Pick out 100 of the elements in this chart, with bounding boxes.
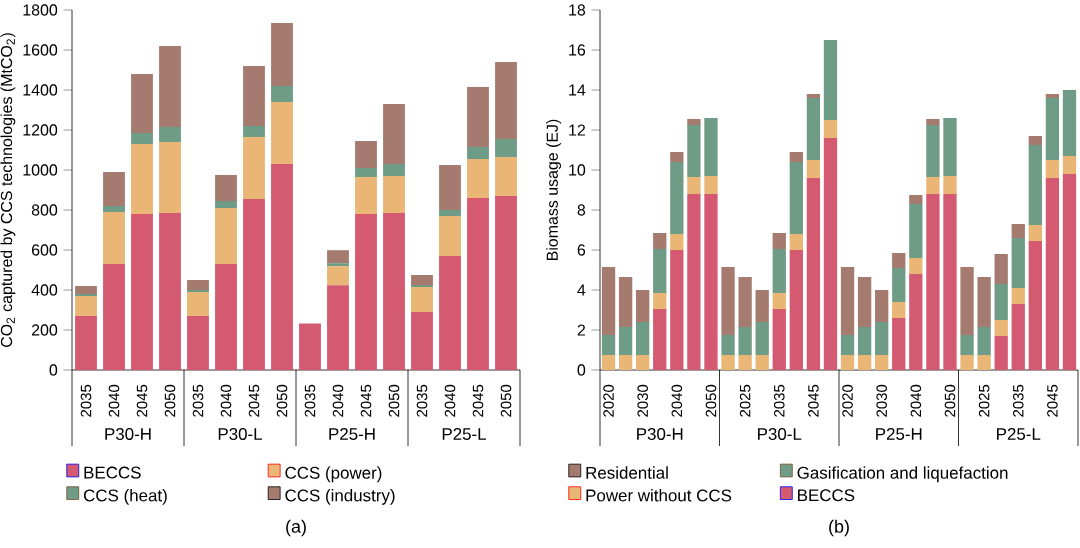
bar (977, 355, 991, 370)
bar (653, 233, 667, 249)
legend-label: CCS (power) (285, 466, 382, 483)
x-tick-label: 2040 (220, 384, 232, 417)
x-tick-label: 2050 (276, 384, 288, 417)
bar (636, 322, 650, 355)
bar (355, 168, 377, 177)
bar (909, 195, 923, 204)
bar (806, 178, 821, 370)
bar (1011, 304, 1025, 370)
bar (271, 164, 293, 370)
y-tick-label: 6 (577, 244, 586, 256)
bar (789, 250, 803, 370)
bar (271, 23, 293, 86)
bar (943, 194, 957, 370)
bar (467, 147, 489, 159)
bar (738, 327, 752, 355)
bar (653, 309, 667, 370)
bar (383, 176, 405, 213)
bar (299, 323, 321, 370)
bar (926, 194, 940, 370)
text: P25-L (442, 428, 487, 440)
bar (892, 318, 906, 370)
bar (355, 214, 377, 370)
x-tick-label: 2045 (248, 384, 260, 417)
x-tick-label: 2030 (637, 384, 648, 417)
bar (243, 66, 265, 126)
x-tick-label: 2040 (332, 384, 344, 417)
text: P30-L (758, 428, 802, 440)
bar (601, 335, 616, 355)
bar (1045, 160, 1060, 178)
bar (131, 133, 153, 144)
bar (439, 256, 461, 370)
x-tick-label: 2050 (705, 384, 717, 417)
y-tick-label: 4 (577, 284, 586, 296)
y-tick-label: 1600 (23, 44, 58, 56)
bar (926, 177, 940, 194)
legend-label: Power without CCS (586, 488, 732, 502)
bar (994, 320, 1008, 336)
bar (131, 74, 153, 133)
bar (960, 267, 974, 335)
text: P30-H (637, 428, 683, 440)
bar (618, 355, 633, 370)
x-tick-label: 2040 (671, 384, 683, 417)
bar (467, 87, 489, 147)
bar (823, 120, 838, 138)
x-tick-label: 2035 (416, 384, 428, 417)
bar (892, 268, 906, 302)
bar (857, 355, 872, 370)
bar (772, 309, 786, 370)
bar (618, 277, 633, 327)
bar (670, 162, 684, 234)
y-axis-title: CO$_{2}$ captured by CCS technologies (MtCO$_{2}$) (0, 33, 16, 347)
x-tick-label: 2050 (164, 384, 176, 417)
bar (653, 293, 667, 309)
y-tick-label: 16 (569, 44, 586, 56)
bar (977, 327, 991, 355)
y-tick-label: 600 (32, 244, 58, 256)
x-tick-label: 2040 (910, 384, 922, 417)
bar (467, 198, 489, 370)
bar (1011, 288, 1025, 304)
bar (159, 213, 181, 370)
bar (601, 267, 616, 335)
bar (909, 258, 923, 274)
bar (159, 127, 181, 142)
x-tick-label: 2035 (1012, 384, 1024, 417)
bar (738, 277, 752, 327)
text: P30-H (105, 428, 151, 440)
x-tick-label: 2035 (304, 384, 316, 417)
bar (215, 208, 237, 264)
bar (355, 141, 377, 168)
bar (670, 234, 684, 250)
bar (1045, 98, 1060, 160)
x-tick-label: 2050 (388, 384, 400, 417)
y-tick-label: 1800 (23, 4, 58, 16)
bar (439, 165, 461, 210)
bar (215, 175, 237, 201)
bar (857, 277, 872, 327)
bar (327, 250, 349, 264)
x-tick-label: 2045 (360, 384, 372, 417)
bar (75, 296, 97, 316)
bar (670, 152, 684, 162)
y-tick-label: 10 (569, 164, 586, 176)
legend-label: BECCS (798, 489, 855, 502)
bar (271, 102, 293, 164)
bar (411, 287, 433, 312)
x-tick-label: 2035 (192, 384, 204, 417)
bar (943, 176, 957, 194)
y-tick-label: 200 (32, 324, 58, 336)
bar (994, 284, 1008, 320)
bar (840, 355, 855, 370)
bar (721, 355, 735, 370)
bar (103, 212, 125, 264)
bar (75, 316, 97, 370)
bar (738, 355, 752, 370)
bar (704, 176, 718, 194)
y-tick-label: 2 (577, 324, 585, 336)
bar (704, 118, 718, 176)
legend-label: Gasification and liquefaction (797, 466, 1008, 483)
x-tick-label: 2025 (978, 384, 990, 417)
